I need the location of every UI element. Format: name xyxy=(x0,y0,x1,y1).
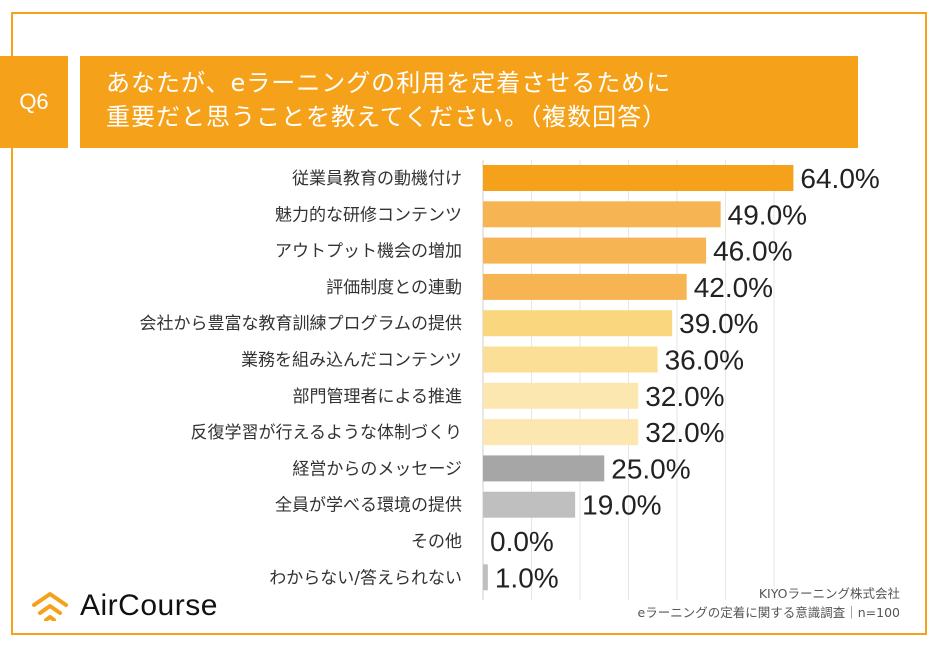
category-label: 経営からのメッセージ xyxy=(292,459,462,479)
bar xyxy=(483,564,488,591)
bar xyxy=(483,419,639,446)
bar xyxy=(483,201,721,228)
question-title-line-2: 重要だと思うことを教えてください。（複数回答） xyxy=(106,103,668,131)
category-label: 全員が学べる環境の提供 xyxy=(275,496,462,516)
aircourse-logo: AirCourse xyxy=(30,586,218,626)
question-title-line-1: あなたが、eラーニングの利用を定着させるために xyxy=(106,69,672,97)
value-label: 19.0% xyxy=(582,490,661,521)
aircourse-logo-icon xyxy=(32,592,68,621)
category-label: 会社から豊富な教育訓練プログラムの提供 xyxy=(140,314,463,334)
value-label: 25.0% xyxy=(611,453,690,484)
chart-frame xyxy=(11,12,927,635)
value-label: 32.0% xyxy=(645,417,724,448)
value-label: 36.0% xyxy=(665,345,744,376)
category-label: 魅力的な研修コンテンツ xyxy=(275,205,462,225)
category-label: わからない/答えられない xyxy=(269,568,462,588)
source-note: KIYOラーニング株式会社 eラーニングの定着に関する意識調査｜n=100 xyxy=(638,584,900,622)
category-label: 業務を組み込んだコンテンツ xyxy=(241,351,462,371)
logo-wordmark: AirCourse xyxy=(80,589,218,622)
value-label: 42.0% xyxy=(694,272,773,303)
value-label: 0.0% xyxy=(490,526,554,557)
bar xyxy=(483,491,576,518)
value-label: 46.0% xyxy=(713,236,792,267)
value-label: 32.0% xyxy=(645,381,724,412)
bar xyxy=(483,310,673,337)
bar xyxy=(483,455,605,482)
category-label: 従業員教育の動機付け xyxy=(292,169,462,189)
question-title: あなたが、eラーニングの利用を定着させるために 重要だと思うことを教えてください… xyxy=(80,56,858,148)
value-label: 49.0% xyxy=(728,199,807,230)
bar xyxy=(483,273,687,300)
bar xyxy=(483,346,658,373)
source-company: KIYOラーニング株式会社 xyxy=(758,586,900,601)
question-number-badge: Q6 xyxy=(0,56,68,148)
value-label: 64.0% xyxy=(800,163,879,194)
value-label: 39.0% xyxy=(679,308,758,339)
bar xyxy=(483,237,707,264)
bar xyxy=(483,165,794,191)
chart-bars: 従業員教育の動機付け 64.0% 魅力的な研修コンテンツ 49.0% アウトプット機会の… xyxy=(140,163,880,593)
source-survey: eラーニングの定着に関する意識調査｜n=100 xyxy=(637,605,900,620)
bar xyxy=(483,382,639,409)
value-label: 1.0% xyxy=(495,562,559,593)
category-label: 部門管理者による推進 xyxy=(293,387,463,407)
category-label: アウトプット機会の増加 xyxy=(275,242,462,262)
chart-gridlines xyxy=(482,160,775,600)
category-label: 評価制度との連動 xyxy=(326,278,462,298)
category-label: その他 xyxy=(411,532,462,552)
category-label: 反復学習が行えるような体制づくり xyxy=(191,423,463,443)
